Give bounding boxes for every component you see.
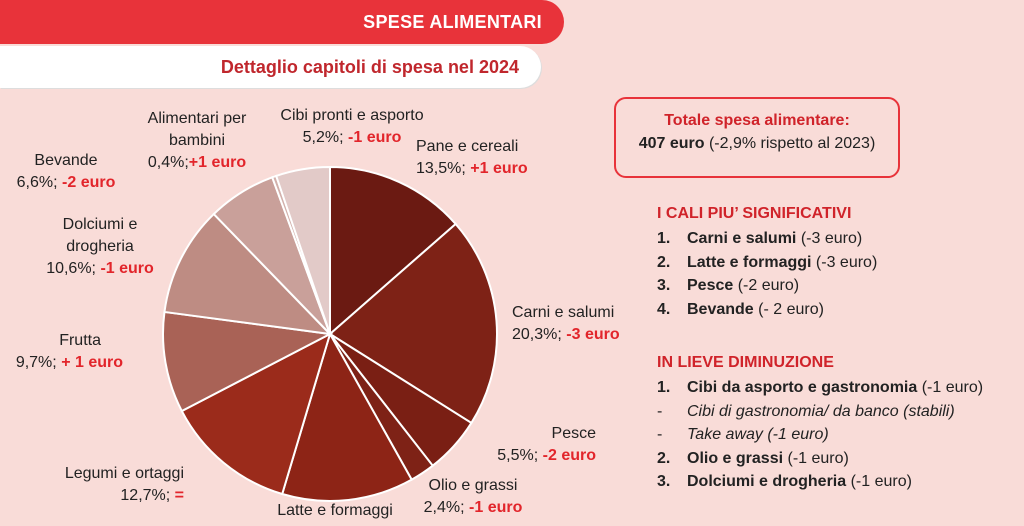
label-cibi-pronti-e-asporto: Cibi pronti e asporto 5,2%; -1 euro <box>262 105 442 149</box>
page-title: SPESE ALIMENTARI <box>363 12 542 32</box>
item-detail: (-1 euro) <box>850 473 912 491</box>
item-name: Pesce <box>687 277 734 295</box>
slice-change: -1 euro <box>469 499 523 516</box>
list-subitem: - Take away (-1 euro) <box>657 423 983 447</box>
pie-slice-frutta <box>162 310 334 413</box>
item-detail: (-3 euro) <box>815 253 878 271</box>
slice-name: Olio e grassi <box>428 477 518 494</box>
lieve-title: IN LIEVE DIMINUZIONE <box>657 354 834 371</box>
item-number: 1. <box>657 379 671 396</box>
lieve-list: 1. Cibi da asporto e gastronomia (-1 euro… <box>657 376 983 494</box>
list-item: 2. Latte e formaggi (-3 euro) <box>657 251 877 275</box>
slice-name: Legumi e ortaggi <box>64 465 184 482</box>
pie-slice-carni-e-salumi <box>328 222 498 425</box>
item-detail: (- 2 euro) <box>758 300 824 318</box>
label-pane-e-cereali: Pane e cereali 13,5%; +1 euro <box>416 136 528 180</box>
label-legumi-e-ortaggi: Legumi e ortaggi 12,7%; = <box>20 463 184 507</box>
subitem-text: Cibi di gastronomia/ da banco (stabili) <box>687 402 955 420</box>
slice-change: + 1 euro <box>61 354 123 371</box>
title-banner: SPESE ALIMENTARI <box>0 0 564 44</box>
slice-change: +1 euro <box>188 154 247 171</box>
slice-value: 9,7%; <box>15 354 57 371</box>
pie-slice-latte-e-formaggi <box>280 331 414 502</box>
cali-title: I CALI PIU’ SIGNIFICATIVI <box>657 205 852 222</box>
list-item: 1. Carni e salumi (-3 euro) <box>657 227 877 251</box>
item-name: Carni e salumi <box>687 230 797 247</box>
slice-name: Bevande <box>34 152 98 169</box>
pie-slice-dolciumi-e-drogheria <box>163 212 333 336</box>
list-item: 3. Pesce (-2 euro) <box>657 274 877 298</box>
slice-value: 13,5%; <box>416 160 466 177</box>
item-number: 1. <box>657 230 671 247</box>
item-name: Dolciumi e drogheria <box>687 473 847 491</box>
total-title: Totale spesa alimentare: <box>664 112 850 129</box>
slice-name: Dolciumi e <box>62 216 138 233</box>
slice-name: Carni e salumi <box>512 304 615 321</box>
slice-value: 5,5%; <box>497 447 539 464</box>
label-bevande: Bevande 6,6%; -2 euro <box>6 150 126 194</box>
item-number: 2. <box>657 253 671 271</box>
item-name: Latte e formaggi <box>687 253 812 271</box>
total-amount: 407 euro <box>638 135 705 152</box>
slice-value: 0,4%; <box>147 154 189 171</box>
slice-value: 10,6%; <box>46 260 96 277</box>
subitem-text: Take away (-1 euro) <box>687 426 829 444</box>
item-dash: - <box>657 426 663 444</box>
item-name: Cibi da asporto e gastronomia <box>687 379 918 396</box>
list-item: 3. Dolciumi e drogheria (-1 euro) <box>657 470 983 494</box>
pie-chart <box>162 165 498 502</box>
slice-name: Alimentari per <box>147 110 247 127</box>
slice-change: +1 euro <box>470 160 528 177</box>
item-detail: (-1 euro) <box>787 449 849 467</box>
label-olio-e-grassi: Olio e grassi 2,4%; -1 euro <box>408 475 538 519</box>
slice-value: 2,4%; <box>423 499 465 516</box>
label-alimentari-per-bambini: Alimentari per bambini 0,4%;+1 euro <box>132 108 262 174</box>
item-detail: (-3 euro) <box>800 230 863 247</box>
item-name: Bevande <box>687 300 754 318</box>
list-item: 4. Bevande (- 2 euro) <box>657 298 877 322</box>
slice-change: -1 euro <box>348 129 402 146</box>
list-item: 1. Cibi da asporto e gastronomia (-1 euro… <box>657 376 983 400</box>
pie-slice-cibi-pronti-e-asporto <box>274 165 331 335</box>
label-carni-e-salumi: Carni e salumi 20,3%; -3 euro <box>512 302 620 346</box>
item-name: Olio e grassi <box>687 449 784 467</box>
label-latte-e-formaggi: Latte e formaggi <box>260 500 410 522</box>
page-subtitle: Dettaglio capitoli di spesa nel 2024 <box>220 57 519 77</box>
slice-name: Pesce <box>551 425 596 442</box>
slice-change: -1 euro <box>100 260 154 277</box>
subtitle-banner: Dettaglio capitoli di spesa nel 2024 <box>0 46 541 88</box>
slice-name: Latte e formaggi <box>277 502 393 519</box>
pie-slice-pane-e-cereali <box>329 165 458 337</box>
item-dash: - <box>657 402 663 420</box>
slice-name: Pane e cereali <box>416 138 519 155</box>
total-note: (-2,9% rispetto al 2023) <box>708 135 876 152</box>
slice-name-2: bambini <box>168 132 226 149</box>
slice-value: 12,7%; <box>120 487 171 504</box>
label-dolciumi-e-drogheria: Dolciumi e drogheria 10,6%; -1 euro <box>30 214 170 280</box>
slice-value: 5,2%; <box>302 129 344 146</box>
slice-name: Frutta <box>59 332 101 349</box>
list-item: 2. Olio e grassi (-1 euro) <box>657 447 983 471</box>
slice-value: 20,3%; <box>512 326 562 343</box>
label-frutta: Frutta 9,7%; + 1 euro <box>0 330 123 374</box>
slice-change: -2 euro <box>62 174 116 191</box>
slice-change: = <box>174 487 184 504</box>
slice-change: -2 euro <box>542 447 596 464</box>
label-pesce: Pesce 5,5%; -2 euro <box>470 423 596 467</box>
slice-name: Cibi pronti e asporto <box>280 107 424 124</box>
item-detail: (-2 euro) <box>737 277 800 295</box>
total-box: Totale spesa alimentare: 407 euro (-2,9%… <box>614 97 900 178</box>
item-number: 3. <box>657 277 671 295</box>
total-value: 407 euro (-2,9% rispetto al 2023) <box>616 135 898 153</box>
item-number: 3. <box>657 473 671 491</box>
slice-value: 6,6%; <box>16 174 58 191</box>
item-detail: (-1 euro) <box>921 379 984 396</box>
slice-change: -3 euro <box>566 326 620 343</box>
item-number: 2. <box>657 449 671 467</box>
list-subitem: - Cibi di gastronomia/ da banco (stabili) <box>657 400 983 424</box>
slice-name-2: drogheria <box>66 238 134 255</box>
cali-list: 1. Carni e salumi (-3 euro) 2. Latte e for… <box>657 227 877 321</box>
item-number: 4. <box>657 300 671 318</box>
pie-slice-legumi-e-ortaggi <box>180 332 332 496</box>
